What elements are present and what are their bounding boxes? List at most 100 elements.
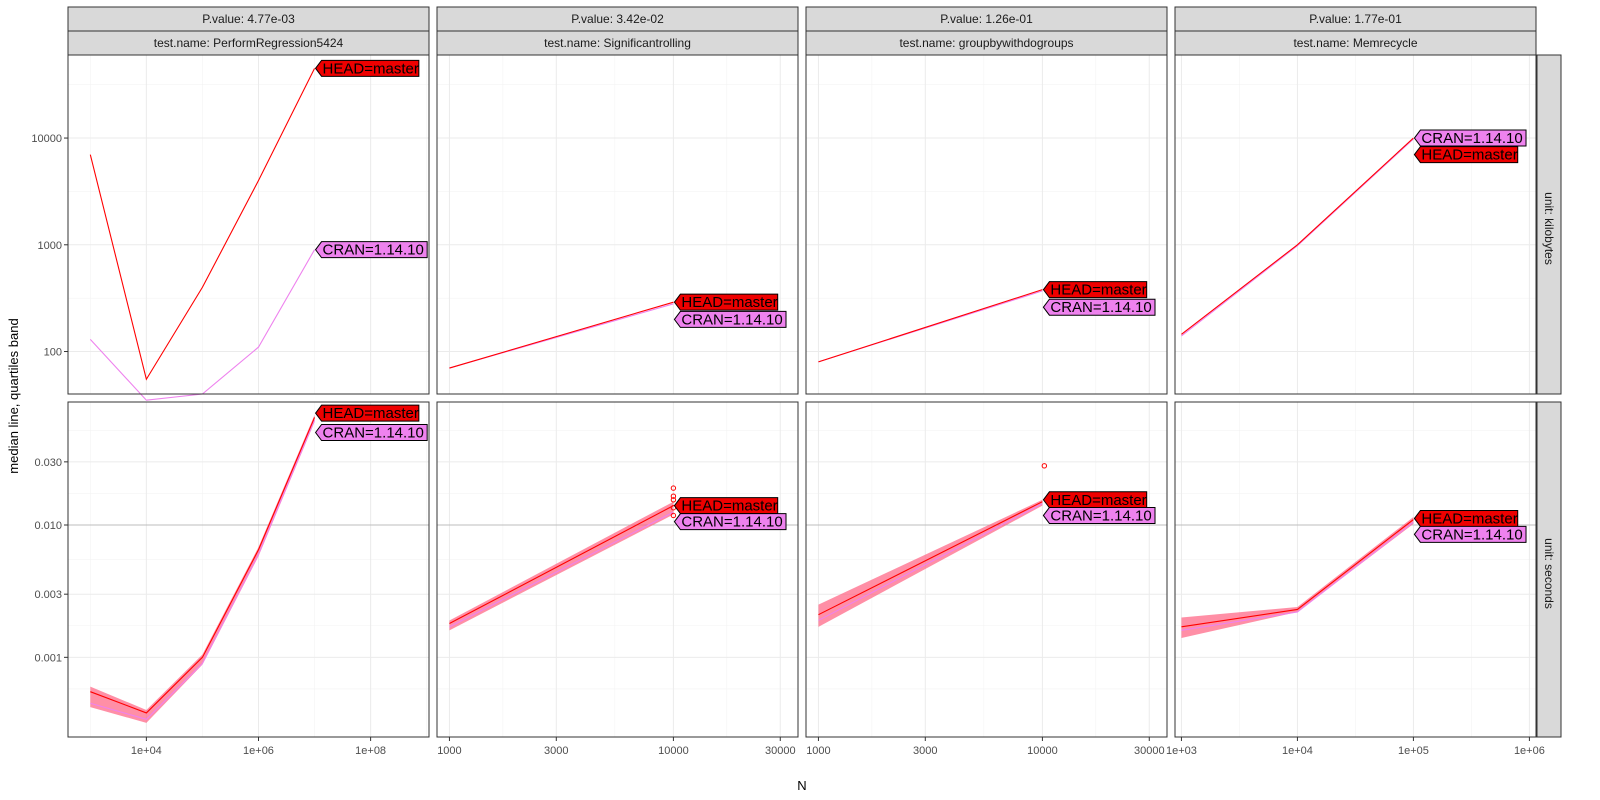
x-tick-label: 1000 <box>806 745 830 757</box>
pvalue-strip <box>67 6 430 32</box>
outlier-point <box>670 485 677 491</box>
x-tick-label: 10000 <box>658 745 689 757</box>
direct-label-text: HEAD=master <box>681 498 777 515</box>
panel-border <box>1174 54 1537 395</box>
direct-label-text: CRAN=1.14.10 <box>1421 526 1522 543</box>
direct-label-box <box>1042 298 1156 316</box>
quartiles-band <box>818 499 1043 627</box>
direct-label-box <box>1413 525 1527 543</box>
outlier-point <box>1041 463 1048 469</box>
y-tick-label: 0.001 <box>34 652 62 664</box>
x-tick-label: 3000 <box>913 745 937 757</box>
direct-label-text: HEAD=master <box>323 405 419 422</box>
median-line-head <box>449 301 674 369</box>
direct-label-text: CRAN=1.14.10 <box>1050 299 1151 316</box>
median-line-head <box>1181 137 1414 335</box>
x-tick-label: 10000 <box>1027 745 1058 757</box>
x-tick-label: 1e+06 <box>1514 745 1545 757</box>
panel-border <box>805 401 1168 738</box>
y-tick-label: 100 <box>44 347 62 359</box>
direct-label-text: HEAD=master <box>1421 147 1517 164</box>
y-tick-label: 0.010 <box>34 520 62 532</box>
pvalue-strip-label: P.value: 1.26e-01 <box>940 12 1033 26</box>
test-name-strip <box>67 30 430 56</box>
pvalue-strip <box>436 6 799 32</box>
unit-strip <box>1536 401 1562 738</box>
test-name-strip-label: test.name: Memrecycle <box>1293 36 1417 50</box>
direct-label-box <box>673 513 787 531</box>
median-line-head <box>1181 519 1414 628</box>
median-line-head <box>449 505 674 625</box>
panel-background <box>806 402 1167 737</box>
median-line-head <box>818 289 1043 363</box>
direct-label-box <box>673 497 779 515</box>
y-axis-title: median line, quartiles band <box>6 318 21 473</box>
median-line-cran <box>90 419 316 720</box>
unit-strip <box>1536 54 1562 395</box>
panel-border <box>1174 401 1537 738</box>
x-tick-label: 3000 <box>544 745 568 757</box>
direct-label-text: CRAN=1.14.10 <box>323 424 424 441</box>
direct-label-box <box>314 241 428 259</box>
panel-background <box>437 402 798 737</box>
test-name-strip-label: test.name: PerformRegression5424 <box>154 36 344 50</box>
direct-label-box <box>673 293 779 311</box>
direct-label-text: HEAD=master <box>681 294 777 311</box>
median-line-head <box>818 501 1043 616</box>
direct-label-box <box>1042 491 1148 509</box>
x-tick-label: 1e+08 <box>355 745 386 757</box>
direct-label-box <box>314 404 420 422</box>
direct-label-text: HEAD=master <box>1050 282 1146 299</box>
pvalue-strip-label: P.value: 3.42e-02 <box>571 12 664 26</box>
y-tick-label: 0.003 <box>34 589 62 601</box>
panel-background <box>806 55 1167 394</box>
direct-label-text: HEAD=master <box>1421 510 1517 527</box>
outlier-point <box>670 497 677 503</box>
direct-label-box <box>1413 509 1519 527</box>
panel-border <box>67 54 430 395</box>
direct-label-box <box>1042 506 1156 524</box>
pvalue-strip-label: P.value: 1.77e-01 <box>1309 12 1402 26</box>
direct-label-box <box>1042 281 1148 299</box>
test-name-strip-label: test.name: groupbywithdogroups <box>899 36 1073 50</box>
direct-label-box <box>673 310 787 328</box>
unit-strip-label: unit: kilobytes <box>1542 192 1556 265</box>
panel-border <box>436 54 799 395</box>
direct-label-text: HEAD=master <box>1050 492 1146 509</box>
pvalue-strip-label: P.value: 4.77e-03 <box>202 12 295 26</box>
quartiles-band <box>1181 516 1414 638</box>
test-name-strip-label: test.name: Significantrolling <box>544 36 691 50</box>
outlier-point <box>670 493 677 499</box>
median-line-cran <box>1181 138 1414 337</box>
median-line-cran <box>1181 521 1414 631</box>
direct-label-text: CRAN=1.14.10 <box>323 242 424 259</box>
median-line-cran <box>449 511 674 628</box>
x-axis-title: N <box>797 778 806 793</box>
direct-label-box <box>1413 146 1519 164</box>
median-line-cran <box>818 503 1043 621</box>
x-tick-label: 1e+03 <box>1166 745 1197 757</box>
direct-label-text: CRAN=1.14.10 <box>681 514 782 531</box>
panel-border <box>436 401 799 738</box>
x-tick-label: 30000 <box>765 745 796 757</box>
unit-strip-label: unit: seconds <box>1542 538 1556 609</box>
direct-label-text: CRAN=1.14.10 <box>1421 130 1522 147</box>
direct-label-text: CRAN=1.14.10 <box>1050 507 1151 524</box>
x-tick-label: 1e+06 <box>243 745 274 757</box>
x-tick-label: 1e+04 <box>131 745 162 757</box>
panel-background <box>437 55 798 394</box>
facet-panel: HEAD=master CRAN=1.14.10 <box>67 401 430 738</box>
outlier-point <box>670 512 677 519</box>
x-tick-label: 1000 <box>437 745 461 757</box>
y-tick-label: 10000 <box>31 133 62 145</box>
panel-border <box>67 401 430 738</box>
x-tick-label: 30000 <box>1134 745 1165 757</box>
quartiles-band <box>90 414 315 723</box>
